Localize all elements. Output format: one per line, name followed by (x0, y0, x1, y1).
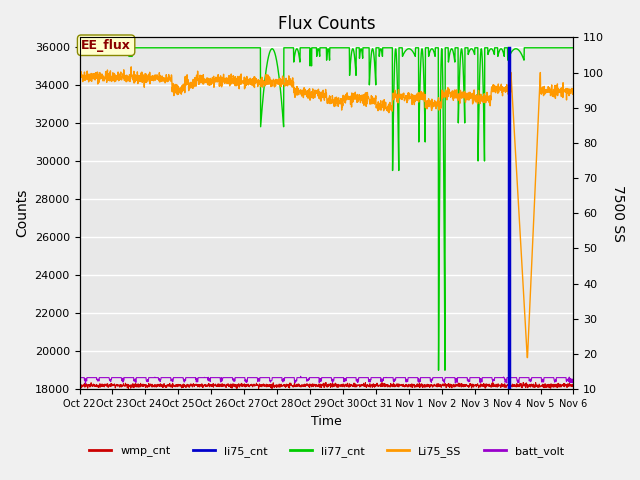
Text: EE_flux: EE_flux (81, 39, 131, 52)
Y-axis label: Counts: Counts (15, 189, 29, 238)
Y-axis label: 7500 SS: 7500 SS (611, 185, 625, 242)
X-axis label: Time: Time (311, 415, 342, 428)
Title: Flux Counts: Flux Counts (278, 15, 375, 33)
Legend: wmp_cnt, li75_cnt, li77_cnt, Li75_SS, batt_volt: wmp_cnt, li75_cnt, li77_cnt, Li75_SS, ba… (84, 441, 568, 461)
